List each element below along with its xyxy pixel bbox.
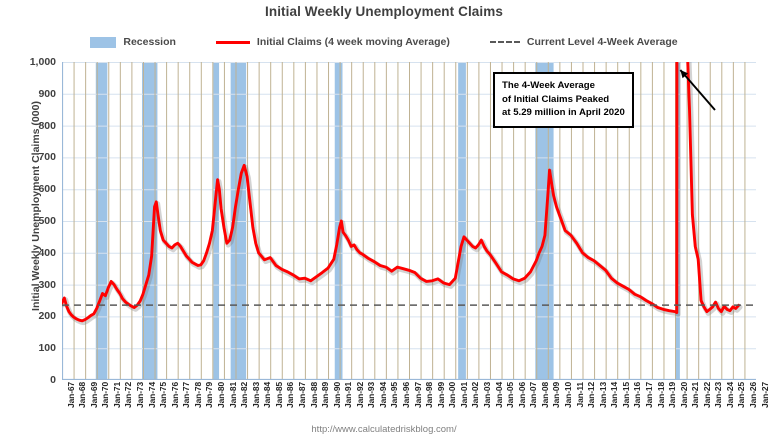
vertical-gridlines [62,62,746,380]
x-tick-label: Jan-94 [377,382,388,408]
x-tick-label: Jan-15 [620,382,631,408]
x-tick-label: Jan-92 [354,382,365,408]
legend-label-recession: Recession [123,36,176,48]
x-tick-label: Jan-01 [458,382,469,408]
x-tick-label: Jan-27 [759,382,768,408]
legend-item-recession: Recession [90,36,176,48]
y-tick-label: 200 [38,310,56,323]
x-tick-label: Jan-67 [65,382,76,408]
footer-source-url: http://www.calculatedriskblog.com/ [311,424,457,435]
chart-title: Initial Weekly Unemployment Claims [265,4,503,19]
x-tick-label: Jan-20 [678,382,689,408]
x-tick-label: Jan-97 [412,382,423,408]
plot-area [62,62,756,380]
x-tick-label: Jan-08 [539,382,550,408]
x-tick-label: Jan-17 [643,382,654,408]
x-tick-label: Jan-98 [424,382,435,408]
x-tick-label: Jan-07 [528,382,539,408]
y-tick-label: 100 [38,342,56,355]
x-tick-label: Jan-00 [447,382,458,408]
x-tick-label: Jan-03 [482,382,492,408]
chart-legend: Recession Initial Claims (4 week moving … [0,33,768,51]
recession-swatch-icon [90,36,117,48]
annotation-line: of Initial Claims Peaked [502,93,610,105]
x-tick-label: Jan-16 [632,382,643,408]
x-tick-label: Jan-21 [690,382,701,408]
x-tick-label: Jan-71 [111,382,122,408]
peak-annotation-box: The 4-Week Average of Initial Claims Peak… [493,72,634,128]
x-tick-label: Jan-96 [401,382,412,408]
x-tick-label: Jan-26 [748,382,759,408]
x-tick-label: Jan-06 [516,382,527,408]
x-tick-label: Jan-24 [724,382,735,408]
x-tick-label: Jan-19 [667,382,678,408]
y-tick-label: 300 [38,278,56,291]
x-tick-label: Jan-78 [192,382,203,408]
y-tick-label: 700 [38,151,56,164]
x-tick-label: Jan-77 [181,382,192,408]
x-tick-label: Jan-99 [435,382,446,408]
x-tick-label: Jan-89 [320,382,331,408]
y-tick-label: 1,000 [29,56,56,68]
x-tick-label: Jan-25 [736,382,747,408]
x-tick-label: Jan-80 [215,382,226,408]
y-tick-label: 400 [38,246,56,259]
x-tick-label: Jan-88 [308,382,319,408]
y-tick-label: 0 [50,374,56,386]
dashed-line-swatch-icon [489,41,520,43]
x-tick-label: Jan-02 [470,382,481,408]
red-line-swatch-icon [215,40,250,44]
y-tick-label: 900 [38,87,56,100]
x-tick-label: Jan-09 [551,382,562,408]
x-tick-label: Jan-22 [701,382,712,408]
x-tick-label: Jan-95 [389,382,400,408]
x-tick-label: Jan-74 [146,382,157,408]
x-tick-label: Jan-76 [169,382,180,408]
x-tick-label: Jan-87 [296,382,307,408]
x-tick-label: Jan-86 [285,382,296,408]
x-tick-label: Jan-79 [204,382,215,408]
annotation-line: The 4-Week Average [502,80,595,91]
x-tick-label: Jan-70 [100,382,111,408]
x-tick-label: Jan-14 [609,382,620,408]
y-tick-label: 600 [38,183,56,196]
x-tick-label: Jan-75 [158,382,169,408]
legend-label-current-level: Current Level 4-Week Average [526,36,678,48]
x-tick-label: Jan-05 [505,382,516,408]
x-tick-label: Jan-91 [343,382,354,408]
x-tick-label: Jan-81 [227,382,238,408]
x-tick-label: Jan-93 [366,382,377,408]
x-tick-label: Jan-10 [562,382,573,408]
annotation-line: at 5.29 million in April 2020 [502,107,625,119]
y-tick-label: 800 [38,119,56,132]
x-tick-label: Jan-18 [655,382,666,408]
x-tick-label: Jan-13 [597,382,608,408]
x-tick-label: Jan-23 [713,382,724,408]
x-tick-label: Jan-90 [331,382,342,408]
x-tick-label: Jan-85 [273,382,284,408]
x-tick-label: Jan-04 [493,382,504,408]
initial-claims-line [62,62,743,326]
x-tick-label: Jan-73 [135,382,145,408]
x-tick-label: Jan-82 [239,382,250,408]
x-tick-label: Jan-11 [574,382,585,408]
x-tick-label: Jan-68 [77,382,88,408]
legend-label-initial-claims: Initial Claims (4 week moving Average) [256,36,450,48]
x-tick-label: Jan-72 [123,382,134,408]
x-tick-label: Jan-84 [262,382,273,408]
legend-item-initial-claims: Initial Claims (4 week moving Average) [215,36,450,48]
legend-item-current-level: Current Level 4-Week Average [489,36,678,48]
chart-svg [62,62,756,380]
y-axis-tick-labels: 0 100 200 300 400 500 600 700 800 900 1,000 [6,56,56,386]
x-tick-label: Jan-83 [250,382,261,408]
x-tick-label: Jan-12 [586,382,597,408]
annotation-arrow [679,69,716,111]
y-tick-label: 500 [38,215,56,227]
x-tick-label: Jan-69 [88,382,99,408]
